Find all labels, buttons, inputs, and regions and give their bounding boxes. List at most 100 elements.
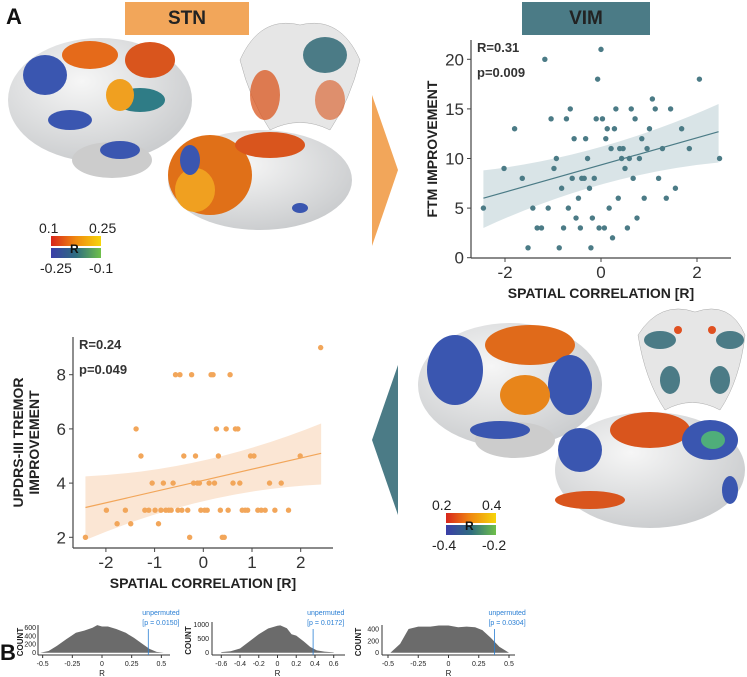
data-point [149, 480, 155, 486]
y-tick-label: 5 [455, 199, 464, 218]
data-point [235, 426, 241, 432]
data-point [542, 56, 548, 62]
data-point [624, 225, 631, 231]
data-point [297, 453, 303, 459]
data-point [519, 175, 525, 182]
data-point [128, 521, 134, 527]
data-point [604, 126, 610, 132]
x-tick-label: 0 [100, 661, 104, 668]
cb-vim-neg-max: -0.2 [482, 537, 506, 553]
data-point [716, 155, 723, 162]
data-point [551, 165, 557, 172]
x-tick-label: -0.6 [215, 661, 227, 668]
panel-label-a: A [6, 4, 22, 29]
y-tick-label: 400 [367, 627, 379, 634]
x-axis-label: R [99, 669, 105, 677]
cb-stn-neg-min: -0.25 [40, 260, 72, 276]
data-point [622, 165, 628, 172]
data-point [181, 453, 187, 459]
y-tick-label: 4 [57, 474, 66, 493]
data-point [285, 507, 292, 513]
stn_scatter-chart: -2 -1 0 1 2 2 4 6 8 SPATIAL CORRELATION [R] UPDRS-… [10, 337, 333, 591]
data-point [272, 507, 278, 513]
hist2-chart: -0.6 -0.4 -0.2 0 0.2 0.4 0.6 0 500 1000 R COUNT [p =… [184, 610, 345, 677]
data-point [571, 135, 577, 142]
cb-vim-neg-min: -0.4 [432, 537, 456, 553]
data-point [244, 507, 251, 513]
data-point [258, 507, 264, 513]
data-point [538, 225, 545, 231]
data-point [548, 116, 554, 122]
data-point [586, 185, 593, 191]
data-point [672, 185, 679, 191]
data-point [237, 480, 243, 486]
stn-brain-lateral [8, 38, 192, 178]
data-point [138, 453, 144, 459]
data-point [172, 372, 179, 378]
stat-annotation: p=0.009 [477, 65, 525, 80]
data-point [553, 155, 560, 162]
unpermuted-p-label: [p = 0.0304] [488, 620, 525, 627]
x-tick-label: 0.25 [472, 661, 486, 668]
data-point [501, 165, 507, 172]
unpermuted-p-label: [p = 0.0172] [307, 620, 344, 627]
data-point [565, 205, 572, 211]
data-point [611, 126, 618, 132]
y-tick-label: 0 [32, 650, 36, 657]
data-point [186, 534, 193, 540]
data-point [644, 145, 650, 152]
data-point [575, 195, 582, 201]
data-point [634, 215, 640, 221]
data-point [230, 480, 236, 486]
cb-stn-neg-max: -0.1 [89, 260, 113, 276]
arrow-right-icon [372, 95, 398, 246]
cb-vim-pos-max: 0.4 [482, 497, 502, 513]
vim-brain-lateral [418, 323, 602, 458]
unpermuted-label: unpermuted [488, 610, 525, 617]
data-point [317, 344, 324, 351]
unpermuted-label: unpermuted [142, 610, 179, 617]
y-tick-label: 0 [455, 249, 464, 268]
data-point [599, 116, 606, 122]
data-point [577, 225, 584, 231]
data-point [567, 106, 573, 112]
data-point [211, 480, 218, 486]
x-tick-label: 0 [596, 263, 605, 282]
y-axis-label: COUNT [184, 626, 193, 655]
data-point [152, 507, 158, 513]
data-point [626, 155, 633, 162]
x-tick-label: -0.4 [234, 661, 246, 668]
data-point [584, 155, 591, 162]
data-point [678, 126, 685, 132]
x-tick-label: 0.25 [125, 661, 139, 668]
data-point [606, 205, 612, 211]
data-point [641, 195, 647, 201]
data-point [620, 145, 626, 152]
data-point [608, 145, 614, 152]
x-tick-label: -2 [98, 553, 113, 572]
regression-line [483, 131, 719, 199]
x-axis-label: SPATIAL CORRELATION [R] [110, 575, 296, 591]
vim-header: VIM [522, 2, 650, 35]
null-distribution-area [390, 625, 509, 653]
data-point [170, 480, 176, 486]
y-tick-label: 15 [445, 100, 464, 119]
data-point [696, 76, 703, 82]
arrow-left-icon [372, 365, 398, 515]
y-tick-label: 0 [205, 650, 209, 657]
data-point [206, 480, 212, 486]
data-point [636, 155, 643, 162]
data-point [615, 195, 621, 201]
x-tick-label: -0.5 [37, 661, 49, 668]
unpermuted-p-label: [p = 0.0150] [142, 620, 179, 627]
stn-header: STN [125, 2, 249, 35]
x-axis-label: R [275, 669, 281, 677]
data-point [525, 245, 531, 251]
null-distribution-area [221, 625, 334, 653]
data-point [188, 372, 195, 378]
y-axis-label: FTM IMPROVEMENT [424, 80, 440, 217]
y-tick-label: 200 [367, 638, 379, 645]
cb-stn-pos-max: 0.25 [89, 220, 116, 236]
data-point [556, 245, 562, 251]
